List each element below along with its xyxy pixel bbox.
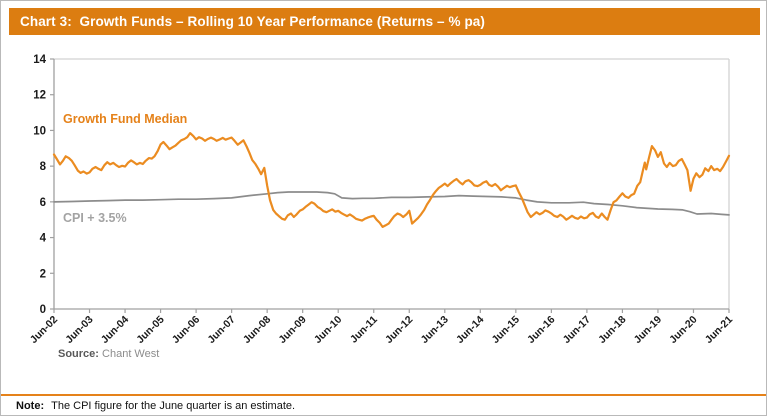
x-tick-label: Jun-15 xyxy=(490,314,523,347)
y-tick-label: 4 xyxy=(40,233,47,245)
x-tick-label: Jun-11 xyxy=(348,314,380,346)
note-text: The CPI figure for the June quarter is a… xyxy=(51,400,296,412)
y-tick-label: 10 xyxy=(33,125,46,137)
source-line: Source: Chant West xyxy=(58,348,159,360)
x-tick-label: Jun-18 xyxy=(596,314,629,347)
y-tick-label: 0 xyxy=(40,304,46,316)
y-tick-label: 2 xyxy=(40,268,46,280)
legend-growth-fund-median: Growth Fund Median xyxy=(63,112,187,126)
y-tick-label: 8 xyxy=(40,161,47,173)
x-tick-label: Jun-17 xyxy=(561,314,594,347)
x-tick-label: Jun-09 xyxy=(276,314,309,347)
note-label: Note: xyxy=(16,400,45,412)
legend-cpi: CPI + 3.5% xyxy=(63,211,127,225)
x-tick-label: Jun-13 xyxy=(418,314,451,347)
y-tick-label: 12 xyxy=(33,90,46,102)
x-tick-label: Jun-19 xyxy=(632,314,665,347)
source-value: Chant West xyxy=(98,348,160,360)
x-tick-label: Jun-10 xyxy=(312,314,345,347)
x-tick-label: Jun-08 xyxy=(241,314,274,347)
x-tick-label: Jun-05 xyxy=(134,314,167,347)
x-tick-label: Jun-14 xyxy=(454,314,487,347)
y-tick-label: 6 xyxy=(40,197,46,209)
chart: 0 2 4 6 8 10 12 14 Jun-02 Jun-03 Jun-04 Jun-05 Jun-0… xyxy=(1,46,766,391)
chart-title: Chart 3: Growth Funds – Rolling 10 Year … xyxy=(20,14,486,29)
source-label: Source: xyxy=(58,348,99,360)
x-tick-label: Jun-04 xyxy=(99,314,132,347)
x-tick-label: Jun-12 xyxy=(383,314,416,347)
note-divider xyxy=(1,394,766,396)
x-tick-label: Jun-03 xyxy=(63,314,96,347)
x-tick-label: Jun-02 xyxy=(28,314,61,347)
note-line: Note: The CPI figure for the June quarter… xyxy=(16,400,295,412)
x-tick-label: Jun-21 xyxy=(703,314,736,347)
x-tick-label: Jun-07 xyxy=(205,314,238,347)
chart-title-bar: Chart 3: Growth Funds – Rolling 10 Year … xyxy=(9,8,760,35)
growth-fund-median-line xyxy=(52,131,731,228)
y-tick-label: 14 xyxy=(33,54,46,66)
x-tick-label: Jun-20 xyxy=(667,314,700,347)
cpi-line xyxy=(53,191,730,216)
x-tick-label: Jun-06 xyxy=(170,314,203,347)
x-tick-label: Jun-16 xyxy=(525,314,558,347)
